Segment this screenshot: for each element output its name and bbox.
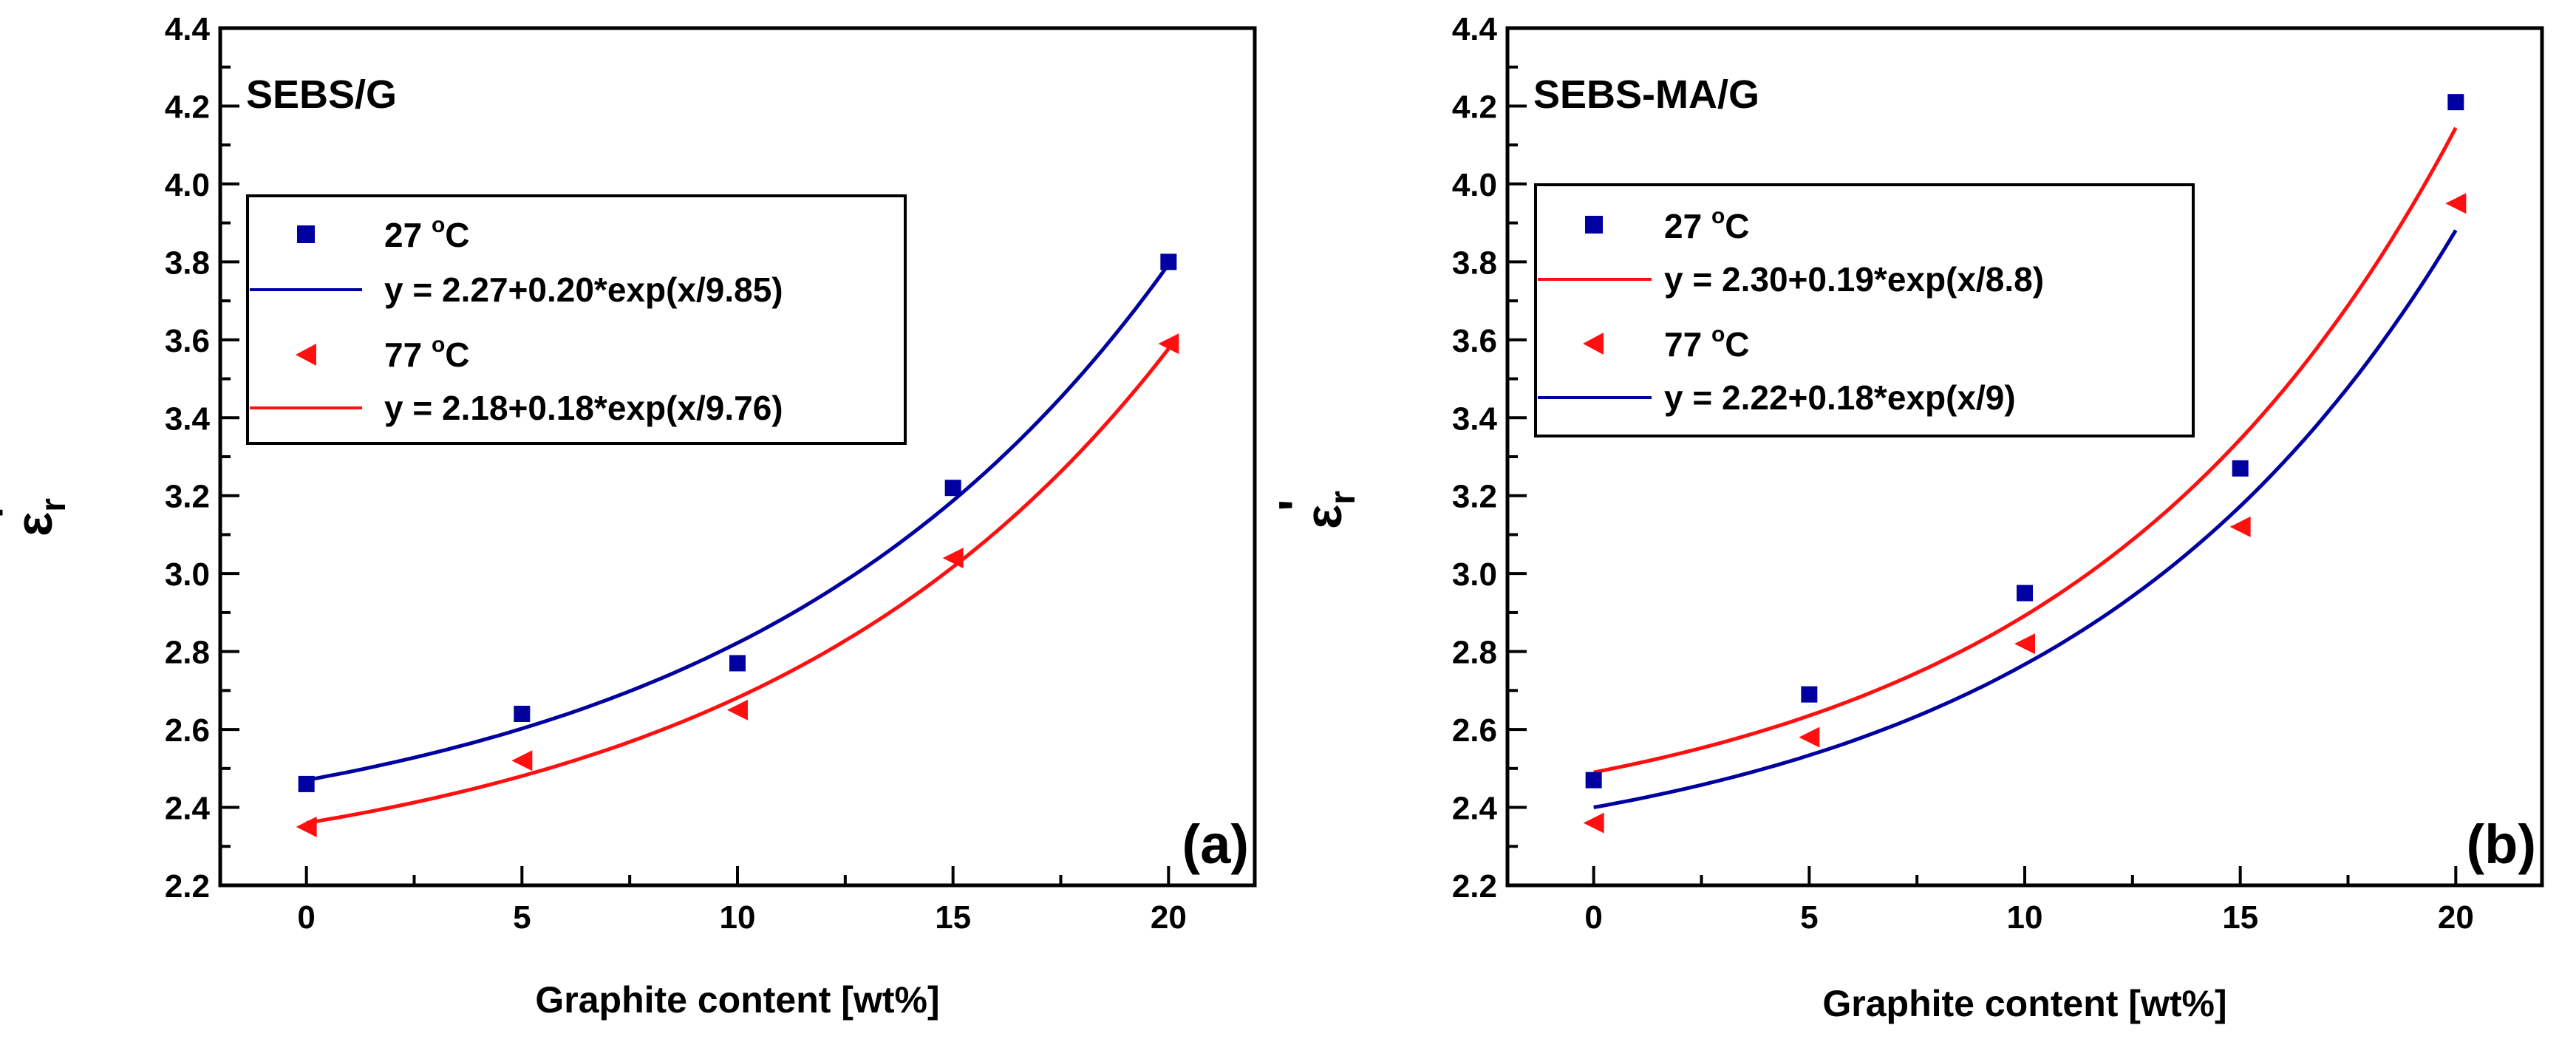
legend-marker-triangle — [1583, 333, 1604, 355]
data-point-77C — [942, 548, 964, 569]
y-tick-label: 2.4 — [1452, 791, 1498, 827]
data-point-77C — [2014, 633, 2035, 655]
y-tick-label: 2.6 — [1452, 712, 1497, 749]
y-tick-label: 3.8 — [1452, 245, 1497, 281]
legend-fit-2: y = 2.22+0.18*exp(x/9) — [1664, 378, 2016, 417]
data-point-27C — [944, 480, 961, 497]
x-axis-label: Graphite content [wt%] — [1822, 983, 2226, 1024]
y-tick-label: 2.4 — [165, 791, 211, 827]
x-tick-label: 10 — [2007, 899, 2043, 936]
fit-curves — [306, 263, 1171, 825]
data-point-77C — [511, 750, 533, 772]
y-ticks: 2.2 2.4 2.6 2.8 3.0 3.2 3.4 3.6 3.8 4.0 4.2 4.4 — [165, 11, 239, 905]
data-point-27C — [729, 655, 746, 672]
data-points — [1583, 94, 2467, 834]
data-point-77C — [2229, 516, 2251, 537]
x-tick-label: 15 — [935, 899, 971, 936]
data-point-77C — [727, 699, 748, 721]
y-tick-label: 4.0 — [165, 167, 210, 203]
data-point-27C — [2232, 460, 2249, 477]
data-point-77C — [2445, 193, 2467, 214]
data-points — [296, 253, 1179, 837]
y-tick-label: 3.0 — [1452, 556, 1497, 593]
x-ticks: 0 5 10 15 20 — [1584, 866, 2474, 936]
panel-label: (b) — [2467, 814, 2537, 875]
y-tick-label: 3.0 — [165, 556, 210, 593]
y-tick-label: 2.8 — [1452, 635, 1497, 671]
legend-marker-triangle — [296, 344, 316, 366]
data-point-27C — [298, 775, 315, 792]
legend-series-27: 27 oC — [1664, 204, 1750, 245]
x-tick-label: 5 — [1800, 899, 1818, 936]
data-point-27C — [2017, 585, 2033, 602]
legend-series-27: 27 oC — [384, 213, 470, 254]
legend-fit-2: y = 2.18+0.18*exp(x/9.76) — [384, 389, 783, 427]
y-tick-label: 4.4 — [1452, 11, 1498, 47]
y-tick-label: 3.2 — [165, 479, 210, 515]
data-point-27C — [514, 706, 531, 722]
y-tick-label: 2.2 — [1452, 868, 1497, 905]
data-point-27C — [1160, 253, 1177, 270]
y-tick-label: 2.6 — [165, 712, 210, 749]
svg-text:εr': εr' — [0, 498, 73, 537]
legend-box — [246, 194, 907, 445]
y-tick-label: 3.6 — [1452, 323, 1497, 359]
y-axis-label: εr' — [0, 498, 73, 537]
fit-curve-1 — [1593, 126, 2458, 774]
y-tick-label: 3.4 — [1452, 401, 1498, 437]
plot-frame — [218, 26, 1257, 888]
fit-curve-2 — [306, 347, 1171, 825]
fit-curves — [1593, 126, 2458, 809]
data-point-77C — [296, 816, 317, 837]
legend: 27 oC y = 2.30+0.19*exp(x/8.8) 77 oC y =… — [1534, 183, 2195, 437]
y-tick-label: 4.0 — [1452, 167, 1497, 203]
legend-fit-1: y = 2.27+0.20*exp(x/9.85) — [384, 270, 783, 309]
fit-curve-2 — [1593, 229, 2458, 809]
y-tick-label: 3.6 — [165, 323, 210, 359]
legend-marker-square — [297, 225, 315, 243]
y-tick-label: 3.8 — [165, 245, 210, 281]
x-tick-label: 20 — [1151, 899, 1187, 936]
panel-a: 2.2 2.4 2.6 2.8 3.0 3.2 3.4 3.6 3.8 4.0 4.2 4.4 0 5 1… — [0, 11, 1257, 1021]
data-point-27C — [1585, 772, 1602, 789]
x-tick-label: 5 — [513, 899, 531, 936]
y-axis-label: εr' — [1268, 491, 1363, 529]
legend: 27 oC y = 2.27+0.20*exp(x/9.85) 77 oC y … — [246, 194, 907, 445]
y-tick-label: 2.2 — [165, 868, 210, 905]
data-point-77C — [1799, 726, 1820, 748]
y-tick-label: 4.2 — [1452, 89, 1497, 125]
x-tick-label: 0 — [1584, 899, 1602, 936]
data-point-77C — [1583, 812, 1604, 834]
panel-title: SEBS-MA/G — [1533, 72, 1759, 117]
fit-curve-1 — [306, 263, 1171, 783]
y-tick-label: 3.2 — [1452, 479, 1497, 515]
y-ticks: 2.2 2.4 2.6 2.8 3.0 3.2 3.4 3.6 3.8 4.0 4.2 4.4 — [1452, 11, 1527, 905]
x-axis-label: Graphite content [wt%] — [535, 979, 939, 1021]
panel-title: SEBS/G — [246, 72, 397, 117]
legend-series-77: 77 oC — [1664, 322, 1750, 364]
legend-series-77: 77 oC — [384, 333, 470, 374]
data-point-27C — [2447, 94, 2464, 111]
panel-label: (a) — [1182, 814, 1249, 875]
legend-box — [1534, 183, 2195, 437]
x-tick-label: 10 — [720, 899, 756, 936]
x-tick-label: 15 — [2222, 899, 2258, 936]
y-tick-label: 3.4 — [165, 401, 211, 437]
legend-fit-1: y = 2.30+0.19*exp(x/8.8) — [1664, 260, 2044, 299]
x-ticks: 0 5 10 15 20 — [297, 866, 1187, 936]
y-tick-label: 4.2 — [165, 89, 210, 125]
svg-text:εr': εr' — [1268, 491, 1363, 529]
data-point-27C — [1801, 686, 1818, 703]
data-point-77C — [1158, 333, 1179, 355]
legend-marker-square — [1585, 216, 1603, 234]
y-tick-label: 2.8 — [165, 635, 210, 671]
x-tick-label: 20 — [2438, 899, 2474, 936]
panel-b: 2.2 2.4 2.6 2.8 3.0 3.2 3.4 3.6 3.8 4.0 4.2 4.4 0 5 1… — [1268, 11, 2544, 1024]
x-tick-label: 0 — [297, 899, 315, 936]
y-tick-label: 4.4 — [165, 11, 211, 47]
